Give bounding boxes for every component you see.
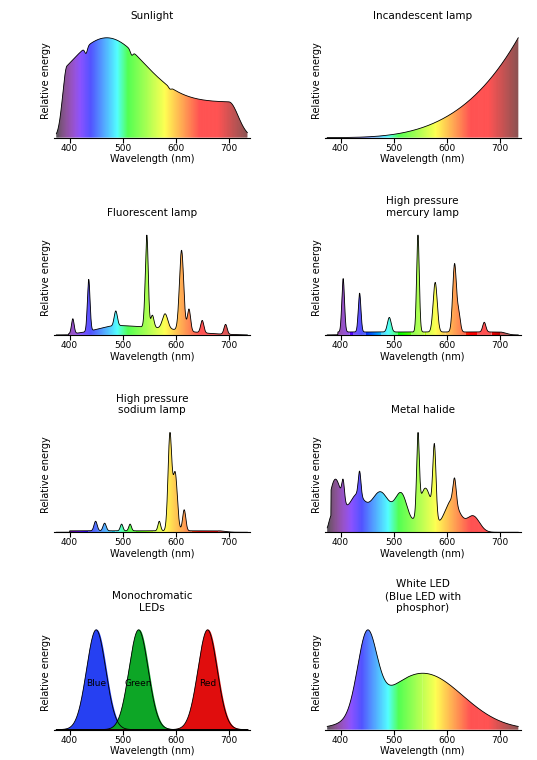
Title: Sunlight: Sunlight (130, 11, 173, 21)
Y-axis label: Relative energy: Relative energy (312, 634, 322, 711)
X-axis label: Wavelength (nm): Wavelength (nm) (110, 746, 194, 756)
Y-axis label: Relative energy: Relative energy (41, 42, 51, 119)
Y-axis label: Relative energy: Relative energy (41, 634, 51, 711)
Y-axis label: Relative energy: Relative energy (41, 239, 51, 316)
Y-axis label: Relative energy: Relative energy (312, 239, 322, 316)
X-axis label: Wavelength (nm): Wavelength (nm) (110, 549, 194, 559)
Title: Fluorescent lamp: Fluorescent lamp (107, 208, 197, 218)
Y-axis label: Relative energy: Relative energy (312, 42, 322, 119)
Title: High pressure
mercury lamp: High pressure mercury lamp (386, 196, 459, 218)
X-axis label: Wavelength (nm): Wavelength (nm) (381, 746, 465, 756)
X-axis label: Wavelength (nm): Wavelength (nm) (381, 549, 465, 559)
Y-axis label: Relative energy: Relative energy (312, 436, 322, 513)
Text: Red: Red (199, 679, 216, 688)
X-axis label: Wavelength (nm): Wavelength (nm) (381, 352, 465, 362)
Title: Metal halide: Metal halide (391, 405, 455, 415)
Text: Blue: Blue (86, 679, 106, 688)
Y-axis label: Relative energy: Relative energy (41, 436, 51, 513)
Title: White LED
(Blue LED with
phosphor): White LED (Blue LED with phosphor) (384, 579, 461, 613)
X-axis label: Wavelength (nm): Wavelength (nm) (381, 154, 465, 164)
Title: Monochromatic
LEDs: Monochromatic LEDs (112, 591, 192, 613)
Title: Incandescent lamp: Incandescent lamp (373, 11, 473, 21)
X-axis label: Wavelength (nm): Wavelength (nm) (110, 154, 194, 164)
Title: High pressure
sodium lamp: High pressure sodium lamp (115, 394, 188, 415)
Text: Green: Green (125, 679, 153, 688)
X-axis label: Wavelength (nm): Wavelength (nm) (110, 352, 194, 362)
